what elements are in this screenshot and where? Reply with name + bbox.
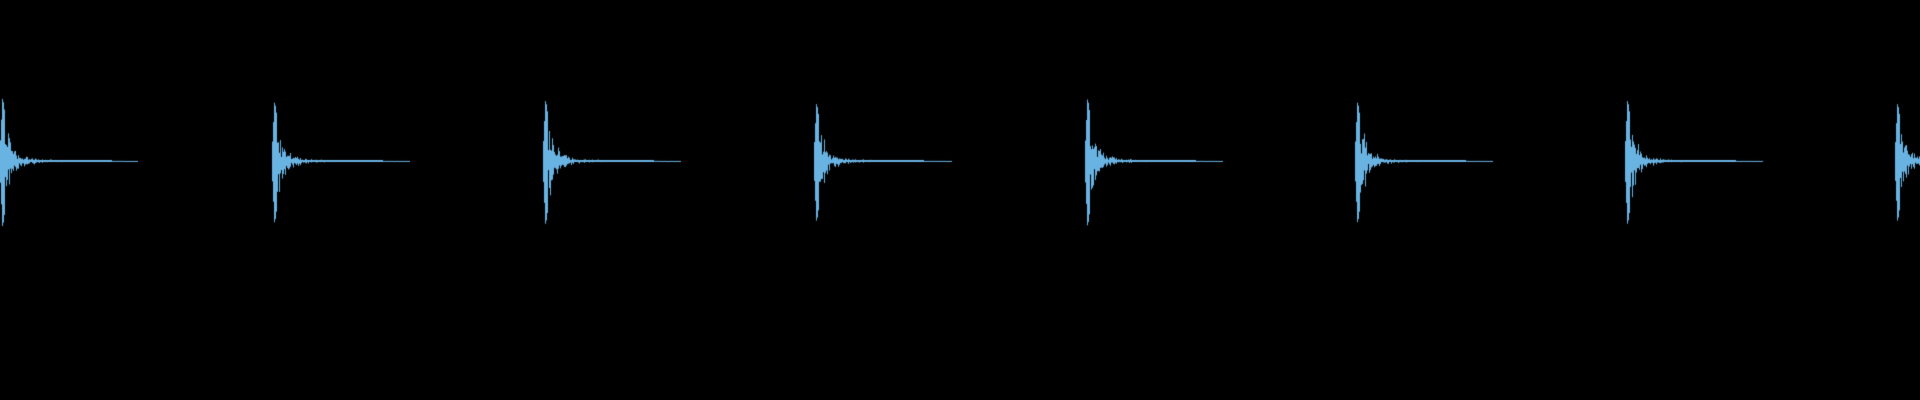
audio-waveform-viewer: [0, 0, 1920, 400]
waveform-vector-layer: [0, 0, 1920, 400]
waveform-canvas: [0, 0, 1920, 400]
